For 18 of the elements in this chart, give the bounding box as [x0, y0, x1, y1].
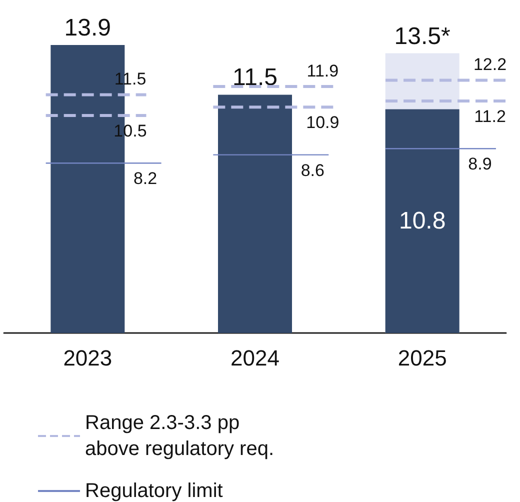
x-tick-label: 2025	[398, 346, 447, 370]
data-label: 8.9	[468, 154, 492, 174]
data-label: 11.2	[474, 106, 506, 126]
data-label: 13.5*	[394, 22, 450, 50]
data-label: 11.9	[306, 61, 339, 80]
data-label: 12.2	[473, 55, 507, 74]
bar	[218, 94, 292, 333]
data-label: 10.8	[398, 208, 446, 235]
x-tick-label: 2023	[63, 346, 112, 370]
legend-label: Regulatory limit	[85, 480, 224, 502]
bar	[385, 109, 460, 333]
data-label: 11.5	[232, 64, 278, 92]
data-label: 10.9	[306, 113, 340, 132]
data-label: 8.6	[300, 160, 324, 180]
legend-label: Range 2.3-3.3 pp above regulatory req.	[85, 412, 274, 460]
data-label: 8.2	[133, 169, 158, 188]
data-label: 13.9	[64, 14, 112, 42]
x-tick-label: 2024	[230, 346, 280, 370]
